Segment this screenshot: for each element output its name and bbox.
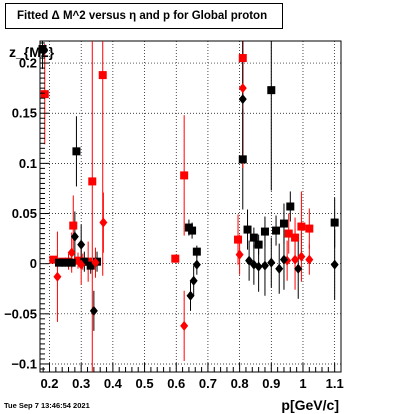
data-point-square — [272, 226, 281, 235]
data-point-square — [55, 258, 64, 267]
data-point-square — [67, 258, 76, 267]
data-point-diamond — [53, 271, 62, 282]
plot-frame — [39, 40, 342, 373]
tick-labels: 0.2 0.3 0.4 0.5 0.6 0.7 0.8 0.9 1 1.1 −0.1 −0.05 0 0.… — [4, 56, 344, 391]
timestamp: Tue Sep 7 13:46:54 2021 — [4, 401, 90, 410]
data-point-square — [330, 218, 339, 227]
data-point-square — [297, 222, 306, 231]
data-point-square — [254, 240, 263, 249]
data-point-square — [171, 254, 180, 263]
y-tick-label: 0.05 — [12, 206, 37, 221]
x-tick-label: 0.3 — [72, 376, 90, 391]
x-tick-label: 0.2 — [40, 376, 58, 391]
y-tick-label: 0.1 — [19, 156, 37, 171]
data-point-square — [192, 247, 201, 256]
data-point-diamond — [294, 263, 303, 274]
data-point-square — [238, 54, 247, 63]
x-tick-label: 0.4 — [104, 376, 123, 391]
data-point-square — [249, 233, 258, 242]
x-tick-label: 0.8 — [231, 376, 249, 391]
data-point-diamond — [267, 257, 276, 268]
data-point-diamond — [77, 239, 86, 250]
x-tick-label: 0.9 — [262, 376, 280, 391]
data-point-diamond — [330, 259, 339, 270]
data-point-diamond — [238, 83, 247, 94]
data-point-square — [49, 255, 58, 264]
data-point-square — [234, 235, 243, 244]
y-tick-label: 0.2 — [19, 56, 37, 71]
data-point-diamond — [99, 217, 108, 228]
data-point-square — [72, 147, 81, 156]
data-point-diamond — [67, 247, 76, 258]
data-point-square — [180, 171, 189, 180]
x-tick-label: 0.7 — [199, 376, 217, 391]
data-point-diamond — [279, 254, 288, 265]
data-point-diamond — [77, 259, 86, 270]
data-point-square — [238, 155, 247, 164]
data-point-square — [80, 257, 89, 266]
data-point-square — [38, 45, 47, 54]
x-tick-label: 0.5 — [136, 376, 154, 391]
x-tick-label: 1.1 — [326, 376, 344, 391]
data-point-square — [260, 227, 269, 236]
y-tick-label: −0.05 — [4, 306, 37, 321]
y-tick-label: 0 — [30, 256, 37, 271]
data-point-square — [61, 258, 70, 267]
data-point-square — [284, 229, 293, 238]
data-point-square — [98, 71, 107, 80]
data-point-diamond — [238, 94, 247, 105]
axis-ticks — [40, 42, 342, 372]
data-point-diamond — [275, 263, 284, 274]
y-tick-label: −0.1 — [11, 356, 37, 371]
grid-lines — [40, 41, 341, 372]
data-point-diamond — [186, 290, 195, 301]
data-point-diamond — [91, 257, 100, 268]
data-point-square — [88, 177, 97, 186]
y-axis-title: z_{M2} — [9, 44, 55, 60]
data-point-diamond — [305, 254, 314, 265]
data-point-square — [86, 261, 95, 270]
data-point-diamond — [254, 261, 263, 272]
data-point-diamond — [89, 305, 98, 316]
data-point-square — [291, 233, 300, 242]
data-point-diamond — [297, 251, 306, 262]
x-tick-label: 0.6 — [167, 376, 185, 391]
data-point-square — [188, 226, 197, 235]
data-point-diamond — [260, 260, 269, 271]
data-point-square — [69, 221, 78, 230]
data-point-square — [279, 219, 288, 228]
x-axis-title: p[GeV/c] — [281, 397, 339, 413]
y-tick-label: 0.15 — [12, 106, 37, 121]
x-tick-label: 1 — [299, 376, 306, 391]
data-point-square — [74, 256, 83, 265]
data-point-diamond — [192, 259, 201, 270]
data-point-diamond — [291, 254, 300, 265]
chart-title: Fitted Δ M^2 versus η and p for Global p… — [5, 3, 283, 29]
data-point-square — [305, 224, 314, 233]
data-point-diamond — [189, 275, 198, 286]
data-point-square — [267, 86, 276, 95]
data-markers — [38, 45, 339, 331]
data-point-square — [243, 225, 252, 234]
data-point-diamond — [70, 231, 79, 242]
data-point-diamond — [235, 249, 244, 260]
data-point-square — [286, 202, 295, 211]
data-point-diamond — [180, 320, 189, 331]
data-point-square — [40, 90, 49, 99]
